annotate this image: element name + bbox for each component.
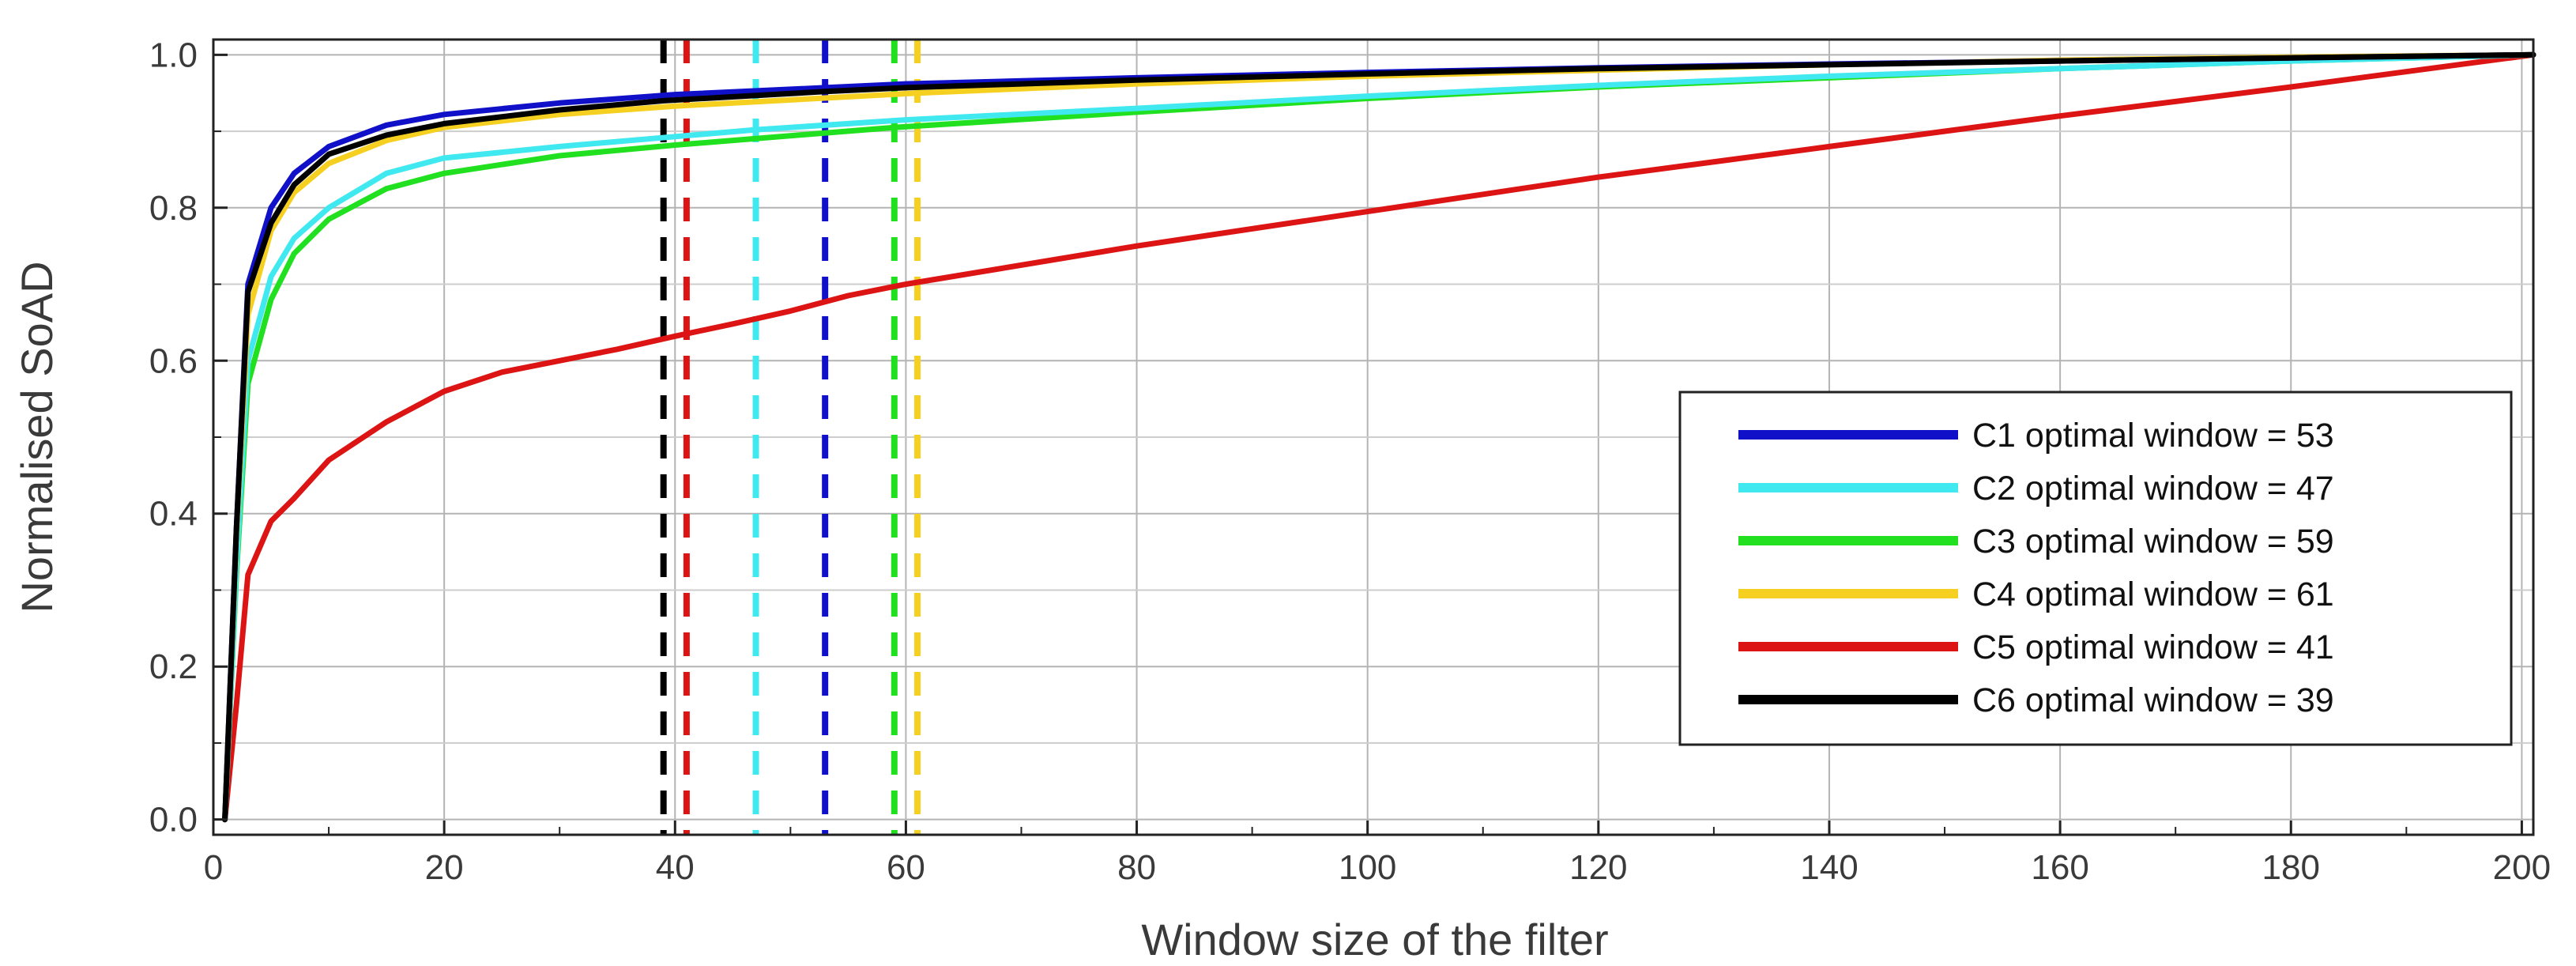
- x-tick-label: 160: [2031, 848, 2088, 887]
- legend-label: C6 optimal window = 39: [1972, 681, 2334, 719]
- series-line: [222, 51, 2536, 823]
- x-tick-label: 120: [1569, 848, 1627, 887]
- x-tick-labels: 0 20 40 60 80 100 120 140 160 180 200: [204, 848, 2551, 887]
- axis-ticks: [212, 53, 2523, 835]
- y-tick-label: 0.0: [149, 801, 198, 840]
- y-tick-label: 0.8: [149, 189, 198, 228]
- legend-label: C4 optimal window = 61: [1972, 575, 2334, 613]
- legend-label: C3 optimal window = 59: [1972, 523, 2334, 560]
- x-tick-label: 40: [656, 848, 695, 887]
- optimal-window-markers: [660, 40, 921, 835]
- x-tick-label: 200: [2493, 848, 2551, 887]
- x-tick-label: 20: [425, 848, 464, 887]
- series-line: [222, 51, 2536, 823]
- x-tick-label: 180: [2262, 848, 2320, 887]
- legend-label: C5 optimal window = 41: [1972, 628, 2334, 666]
- y-tick-label: 1.0: [149, 36, 198, 74]
- legend-label: C1 optimal window = 53: [1972, 417, 2334, 455]
- x-tick-label: 140: [1800, 848, 1858, 887]
- series-line: [222, 51, 2536, 823]
- series-lines: [222, 51, 2536, 823]
- x-tick-label: 0: [204, 848, 223, 887]
- y-tick-labels: 0.0 0.2 0.4 0.6 0.8 1.0: [149, 36, 198, 839]
- legend-label: C2 optimal window = 47: [1972, 470, 2334, 508]
- legend-box: [1678, 391, 2513, 746]
- legend: C1 optimal window = 53 C2 optimal window …: [1678, 391, 2513, 746]
- x-tick-label: 60: [887, 848, 925, 887]
- x-tick-label: 100: [1339, 848, 1396, 887]
- y-tick-label: 0.6: [149, 341, 198, 380]
- y-axis-title: Normalised SoAD: [12, 261, 62, 613]
- legend-items: C1 optimal window = 53 C2 optimal window …: [1738, 417, 2334, 719]
- x-tick-label: 80: [1117, 848, 1156, 887]
- y-tick-label: 0.2: [149, 647, 198, 686]
- y-tick-label: 0.4: [149, 495, 198, 534]
- x-axis-title: Window size of the filter: [1141, 915, 1608, 964]
